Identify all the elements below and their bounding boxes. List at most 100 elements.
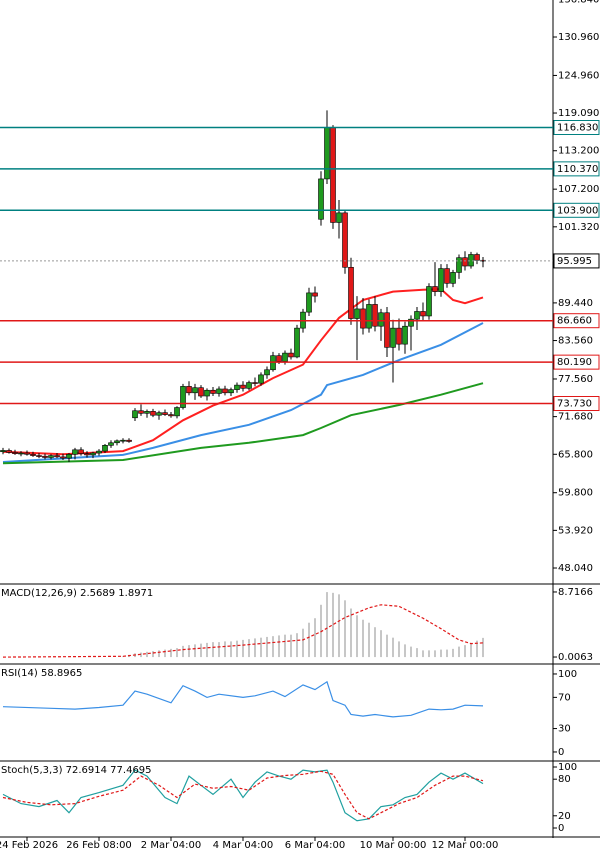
y-tick-label: 20 (558, 811, 571, 822)
candle-body (0, 450, 6, 453)
candle-body (162, 412, 168, 415)
candle-body (186, 386, 192, 394)
level-label-box (553, 313, 600, 329)
candle-body (216, 388, 222, 394)
candle-body (288, 352, 294, 358)
x-tick-label: 2 Mar 04:00 (141, 840, 201, 851)
x-tick-label: 10 Mar 00:00 (360, 840, 427, 851)
level-label: 80.190 (557, 357, 592, 368)
y-tick-label: 59.800 (558, 488, 593, 499)
candle-body (114, 440, 120, 444)
y-tick-label: 0.0063 (558, 652, 593, 663)
candle-body (156, 412, 162, 416)
candle-body (144, 411, 150, 414)
candle-body (222, 388, 228, 394)
candle-body (312, 292, 318, 297)
candle-body (132, 410, 138, 419)
y-tick-label: 107.200 (558, 184, 599, 195)
candle-body (414, 311, 420, 320)
y-tick-label: 0 (558, 823, 564, 834)
indicator-title: MACD(12,26,9) 2.5689 1.8971 (1, 588, 153, 599)
x-tick-label: 26 Feb 08:00 (66, 840, 132, 851)
y-tick-label: 83.560 (558, 336, 593, 347)
candle-body (150, 411, 156, 416)
y-tick-label: 30 (558, 724, 571, 735)
candle-body (258, 374, 264, 384)
candle-body (228, 389, 234, 394)
y-tick-label: 101.320 (558, 222, 599, 233)
indicator-line (2, 680, 484, 718)
candle-body (366, 304, 372, 329)
candle-body (96, 450, 102, 454)
candle-body (54, 455, 60, 458)
level-label: 86.660 (557, 316, 592, 327)
level-label-box (553, 354, 600, 370)
candle-body (204, 389, 210, 397)
y-tick-label: 80 (558, 774, 571, 785)
level-label: 110.370 (557, 164, 598, 175)
candle-body (324, 127, 330, 180)
y-tick-label: 65.800 (558, 449, 593, 460)
y-tick-label: 71.680 (558, 412, 593, 423)
panel (2, 592, 484, 658)
candle-body (438, 268, 444, 292)
y-tick-label: 119.090 (558, 108, 599, 119)
candle-body (18, 452, 24, 455)
last-price-label: 95.995 (557, 256, 592, 267)
level-label: 73.730 (557, 399, 592, 410)
candle-body (444, 268, 450, 284)
candle-body (306, 292, 312, 313)
candle-body (12, 452, 18, 454)
indicator-line (2, 769, 484, 822)
candle-body (192, 387, 198, 394)
candle-body (390, 327, 396, 348)
x-tick-label: 6 Mar 04:00 (285, 840, 345, 851)
candle-body (426, 286, 432, 317)
panel (0, 110, 486, 465)
candle-body (276, 355, 282, 362)
y-tick-label: 136.840 (558, 0, 599, 5)
candle-body (450, 272, 456, 284)
candle-body (120, 439, 126, 442)
candle-body (168, 414, 174, 417)
candle-body (282, 352, 288, 362)
candle-body (396, 327, 402, 345)
y-tick-label: 53.920 (558, 525, 593, 536)
y-tick-label: 48.040 (558, 563, 593, 574)
candle-body (360, 308, 366, 329)
candle-body (126, 439, 132, 442)
candle-body (90, 452, 96, 456)
panel (2, 769, 484, 822)
candle-body (462, 257, 468, 267)
candle-body (66, 453, 72, 459)
candle-body (30, 453, 36, 456)
indicator-line (2, 322, 484, 463)
indicator-line (2, 382, 484, 465)
indicator-title: Stoch(5,3,3) 72.6914 77.4695 (1, 765, 152, 776)
candle-body (102, 445, 108, 452)
panel (2, 680, 484, 718)
indicator-line (2, 604, 484, 658)
candle-body (198, 387, 204, 397)
candle-body (372, 304, 378, 327)
x-tick-label: 4 Mar 04:00 (213, 840, 273, 851)
candle-body (234, 384, 240, 390)
y-tick-label: 113.200 (558, 146, 599, 157)
candle-body (342, 212, 348, 268)
y-tick-label: 0 (558, 747, 564, 758)
candle-body (72, 449, 78, 455)
candle-body (48, 455, 54, 458)
candle-body (36, 455, 42, 457)
candle-body (336, 212, 342, 223)
y-tick-label: 70 (558, 692, 571, 703)
candle-body (138, 410, 144, 414)
y-tick-label: 89.440 (558, 298, 593, 309)
candle-body (108, 442, 114, 446)
candle-body (354, 308, 360, 319)
level-label: 103.900 (557, 205, 598, 216)
candle-body (246, 382, 252, 389)
y-tick-label: 130.960 (558, 32, 599, 43)
candle-body (210, 389, 216, 394)
candle-body (6, 450, 12, 453)
